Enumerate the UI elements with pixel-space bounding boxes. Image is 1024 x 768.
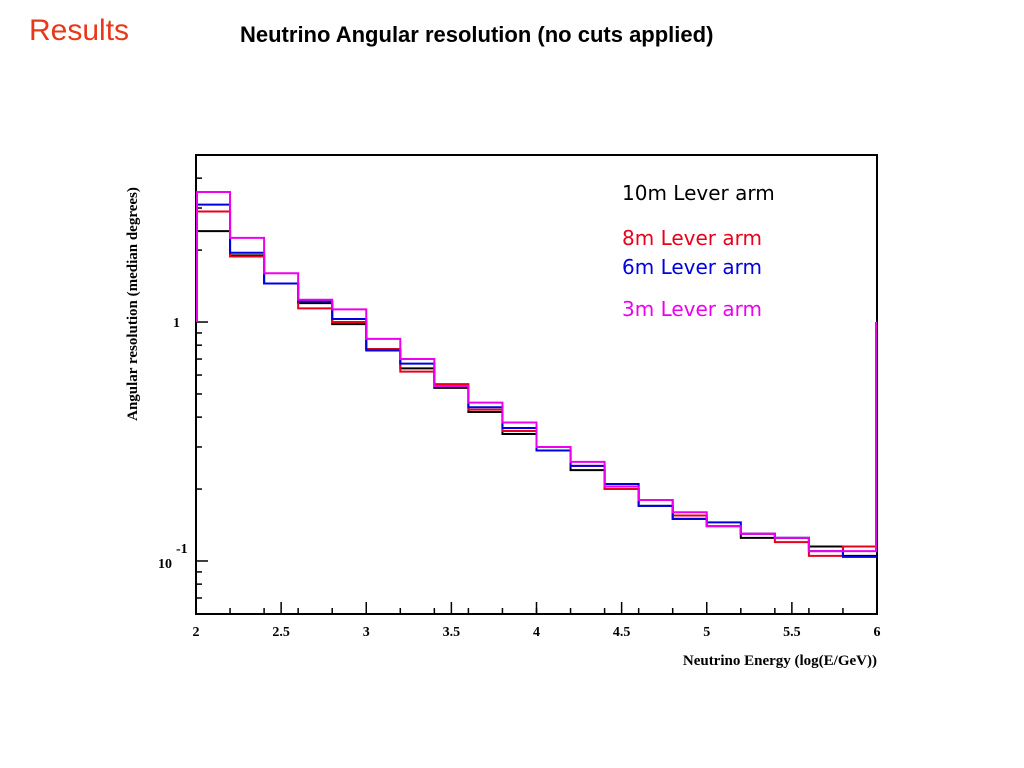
y-tick-exponent: -1 [176, 542, 188, 557]
plot-frame [195, 154, 878, 615]
x-tick-label: 2.5 [272, 625, 290, 640]
legend-entry: 6m Lever arm [622, 255, 762, 279]
axis-ticks [195, 154, 878, 615]
slide-heading: Results [29, 14, 130, 47]
legend-entry: 3m Lever arm [622, 297, 762, 321]
tick-labels: 2 2.5 3 3.5 4 4.5 5 5.5 6 1 10 -1 [158, 316, 881, 640]
x-axis-title: Neutrino Energy (log(E/GeV)) [683, 653, 877, 669]
slide-title: Neutrino Angular resolution (no cuts app… [240, 22, 714, 47]
x-tick-label: 6 [874, 625, 881, 640]
y-tick-label: 1 [173, 316, 180, 331]
x-tick-label: 4 [533, 625, 540, 640]
x-tick-label: 3 [363, 625, 370, 640]
legend-entry: 8m Lever arm [622, 226, 762, 250]
legend-entry: 10m Lever arm [622, 181, 775, 205]
series-line-3 [196, 203, 877, 558]
series-layer [196, 191, 877, 558]
y-tick-label: 10 [158, 557, 172, 572]
series-line-2 [196, 210, 877, 557]
x-tick-label: 3.5 [443, 625, 461, 640]
x-tick-label: 4.5 [613, 625, 631, 640]
legend: 10m Lever arm 8m Lever arm 6m Lever arm 3m … [622, 181, 775, 321]
x-tick-label: 5 [703, 625, 710, 640]
series-line-4 [196, 191, 877, 553]
y-axis-title: Angular resolution (median degrees) [125, 187, 141, 421]
x-tick-label: 5.5 [783, 625, 801, 640]
x-tick-label: 2 [193, 625, 200, 640]
